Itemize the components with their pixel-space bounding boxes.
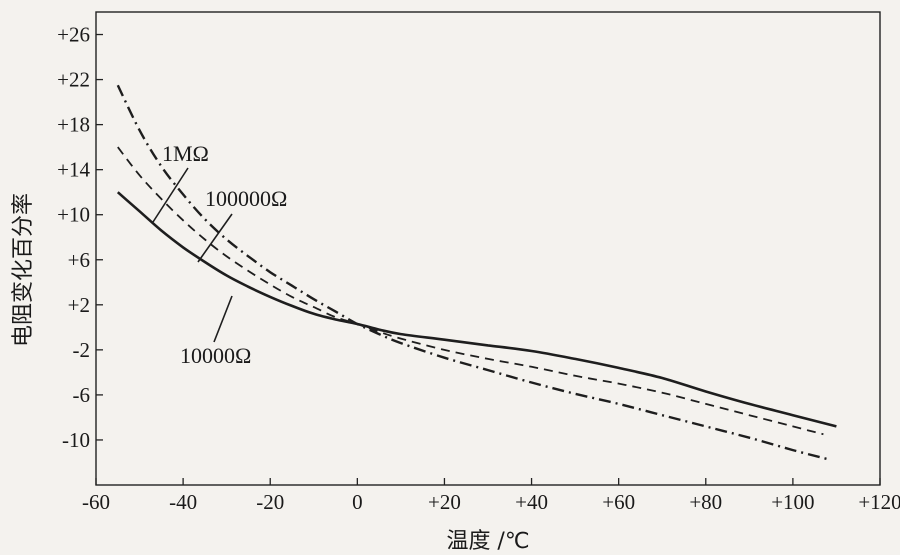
series-line-0 [116, 84, 829, 461]
x-tick-label: +40 [515, 490, 548, 514]
series-label-2: 10000Ω [180, 343, 251, 368]
y-tick-label: -6 [73, 383, 91, 407]
y-tick-label: +18 [57, 113, 90, 137]
x-axis-ticks: -60 -40 -20 0 +20 +40 +60 +80 +100 +120 [82, 478, 900, 514]
series-label-0: 1MΩ [162, 141, 209, 166]
series-label-leader-1 [197, 213, 233, 263]
x-tick-label: -40 [169, 490, 197, 514]
x-tick-label: +80 [689, 490, 722, 514]
x-tick-label: +100 [771, 490, 814, 514]
x-tick-label: -20 [256, 490, 284, 514]
plot-frame [95, 11, 881, 486]
y-axis-title: 电阻变化百分率 [11, 193, 36, 347]
series-label-1: 100000Ω [205, 186, 287, 211]
x-tick-label: +60 [602, 490, 635, 514]
y-tick-label: +22 [57, 68, 90, 92]
y-tick-label: -2 [73, 338, 91, 362]
y-tick-label: +14 [57, 158, 90, 182]
series-line-2 [116, 191, 837, 428]
series-label-leader-0 [152, 167, 189, 223]
y-tick-label: +2 [68, 293, 90, 317]
y-tick-label: +26 [57, 23, 90, 47]
series-line-1 [117, 146, 824, 436]
x-tick-label: +20 [428, 490, 461, 514]
series-label-leader-2 [213, 295, 233, 343]
y-tick-label: +10 [57, 203, 90, 227]
y-tick-label: -10 [62, 428, 90, 452]
x-tick-label: 0 [352, 490, 363, 514]
x-tick-label: +120 [858, 490, 900, 514]
x-axis-title: 温度 /℃ [446, 529, 529, 554]
series-curves [116, 84, 837, 461]
series-labels: 1MΩ 100000Ω 10000Ω [152, 141, 287, 368]
y-tick-label: +6 [68, 248, 90, 272]
x-tick-label: -60 [82, 490, 110, 514]
y-axis-ticks: +26 +22 +18 +14 +10 +6 +2 -2 -6 -10 [57, 23, 103, 452]
